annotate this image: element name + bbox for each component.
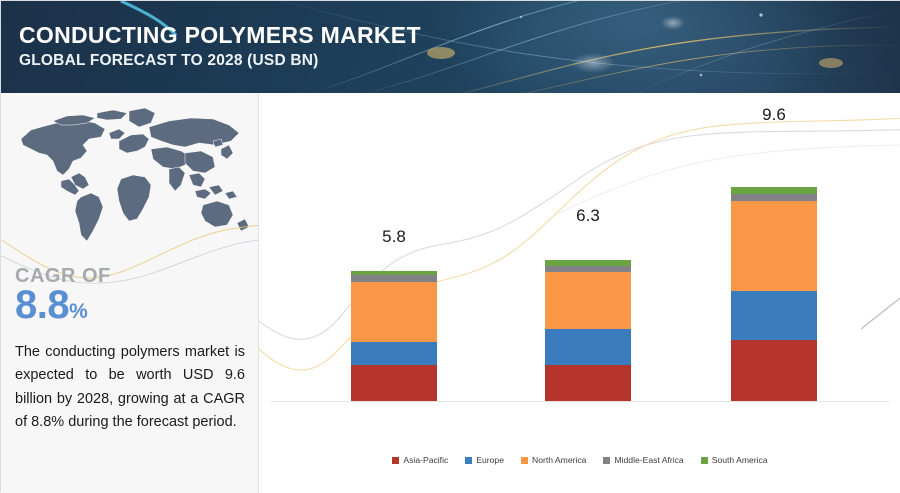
bar-group-2022: 5.8 2022 [351, 227, 437, 401]
bar-total-2022: 5.8 [382, 227, 406, 246]
stacked-bar-2023 [545, 260, 631, 401]
legend-swatch-asia-pacific [392, 456, 400, 464]
page-subtitle: GLOBAL FORECAST TO 2028 (USD BN) [19, 52, 319, 70]
legend-swatch-north-america [521, 456, 528, 464]
chart-area: 8.8% 5.8 2022 6.3 [259, 93, 900, 493]
legend-swatch-middle-east-africa [603, 456, 611, 464]
stacked-bar-2028 [731, 187, 817, 401]
bar-total-2023: 6.3 [576, 206, 600, 225]
description-text: The conducting polymers market is expect… [15, 344, 245, 431]
legend-swatch-south-america [700, 456, 708, 464]
segment-asia-pacific-2022 [351, 365, 437, 401]
segment-south-america-2023 [545, 260, 631, 266]
segment-europe-2023 [545, 329, 631, 365]
segment-asia-pacific-2023 [545, 365, 631, 401]
segment-asia-pacific-2028 [731, 340, 817, 401]
legend-item-south-america[interactable]: South America [700, 455, 768, 465]
bar-group-2023: 6.3 2023 [545, 206, 631, 401]
x-axis-line [271, 401, 889, 402]
bar-group-2028: 9.6 2028 [731, 105, 817, 401]
body-area: CAGR OF 8.8% The conducting polymers mar… [1, 93, 900, 493]
header-light-streaks [120, 1, 900, 93]
sidebar-decorative-curves [1, 224, 258, 284]
segment-north-america-2022 [351, 282, 437, 342]
bar-total-2028: 9.6 [762, 105, 786, 124]
legend-item-north-america[interactable]: North America [521, 455, 586, 465]
cagr-percent-sign: % [69, 300, 88, 323]
chart-legend: Asia-Pacific Europe North America Middle… [259, 455, 900, 465]
segment-south-america-2022 [351, 271, 437, 275]
chart-background-curves [259, 117, 900, 371]
segment-europe-2028 [731, 291, 817, 340]
segment-middle-east-africa-2023 [545, 266, 631, 272]
world-map-svg [20, 107, 250, 242]
segment-middle-east-africa-2028 [731, 194, 817, 201]
cagr-label: CAGR OF [15, 265, 111, 287]
legend-label-north-america: North America [532, 455, 587, 465]
stacked-bar-2022 [351, 271, 437, 401]
legend-item-middle-east-africa[interactable]: Middle-East Africa [603, 455, 684, 465]
cagr-number: 8.8 [15, 283, 70, 327]
segment-north-america-2023 [545, 272, 631, 329]
cagr-value: 8.8% [15, 283, 88, 327]
legend-label-south-america: South America [711, 455, 768, 465]
legend-swatch-europe [465, 456, 473, 464]
page-title: CONDUCTING POLYMERS MARKET [19, 22, 421, 48]
growth-arrow-icon [860, 297, 900, 330]
legend-item-asia-pacific[interactable]: Asia-Pacific [392, 455, 448, 465]
segment-north-america-2028 [731, 201, 817, 291]
world-map-icon [9, 101, 253, 253]
segment-europe-2022 [351, 342, 437, 365]
header-banner: CONDUCTING POLYMERS MARKET GLOBAL FORECA… [1, 1, 900, 93]
legend-label-europe: Europe [476, 455, 504, 465]
legend-label-asia-pacific: Asia-Pacific [403, 455, 449, 465]
sidebar: CAGR OF 8.8% The conducting polymers mar… [1, 93, 259, 493]
legend-label-middle-east-africa: Middle-East Africa [614, 455, 684, 465]
segment-middle-east-africa-2022 [351, 275, 437, 282]
legend-item-europe[interactable]: Europe [465, 455, 504, 465]
bars-plot: 5.8 2022 6.3 [259, 93, 900, 493]
segment-south-america-2028 [731, 187, 817, 194]
